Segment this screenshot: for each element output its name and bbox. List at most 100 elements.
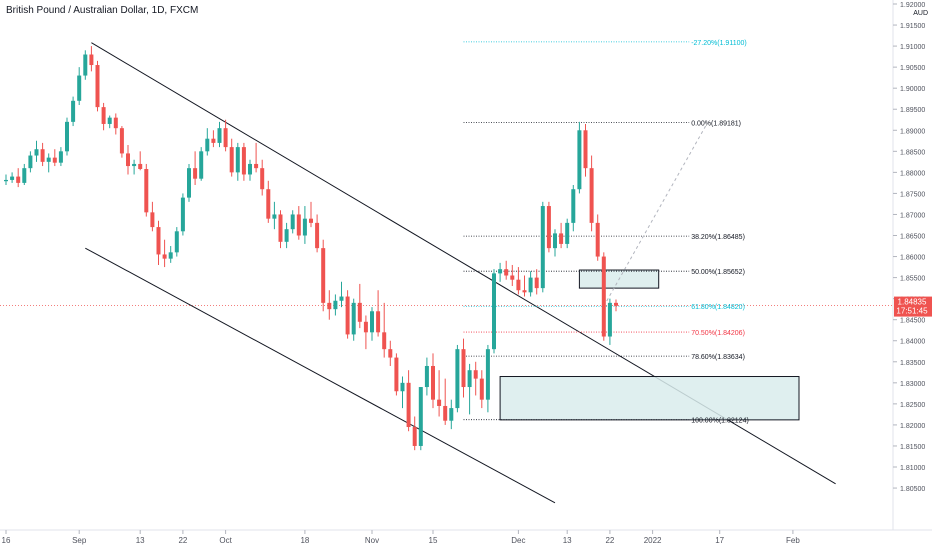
candle[interactable] [382, 302, 387, 358]
candle[interactable] [589, 155, 594, 232]
candle[interactable] [223, 119, 228, 152]
zones[interactable] [499, 269, 800, 421]
candle[interactable] [156, 220, 161, 265]
candle[interactable] [22, 163, 27, 185]
candle[interactable] [58, 147, 63, 167]
candle[interactable] [46, 153, 51, 173]
candle[interactable] [132, 159, 137, 175]
candle[interactable] [205, 128, 210, 156]
candle[interactable] [559, 222, 564, 249]
candle[interactable] [10, 172, 15, 183]
candle[interactable] [412, 416, 417, 451]
candle[interactable] [528, 271, 533, 297]
candle[interactable] [254, 142, 259, 173]
candle[interactable] [583, 123, 588, 177]
candle[interactable] [577, 121, 582, 194]
candle[interactable] [229, 138, 234, 177]
candle[interactable] [296, 206, 301, 240]
candle[interactable] [4, 174, 8, 185]
candle[interactable] [272, 201, 277, 230]
candle[interactable] [241, 142, 246, 181]
candle[interactable] [95, 60, 100, 112]
candle[interactable] [119, 126, 124, 158]
candle[interactable] [601, 252, 606, 341]
candle[interactable] [431, 353, 435, 409]
candle[interactable] [376, 290, 381, 337]
candle[interactable] [370, 307, 374, 341]
candle[interactable] [357, 283, 362, 329]
candle[interactable] [180, 193, 185, 236]
channel-line[interactable] [85, 247, 556, 504]
candle[interactable] [388, 340, 393, 366]
candle[interactable] [113, 113, 118, 135]
candle[interactable] [217, 121, 222, 148]
candle[interactable] [522, 275, 527, 297]
candle[interactable] [309, 201, 313, 228]
candle[interactable] [571, 184, 576, 232]
candle[interactable] [199, 147, 204, 181]
candle[interactable] [162, 239, 167, 268]
candle[interactable] [492, 269, 496, 354]
candle[interactable] [479, 370, 484, 409]
candle[interactable] [467, 363, 472, 415]
candle[interactable] [284, 222, 289, 249]
candle[interactable] [510, 264, 515, 287]
candle[interactable] [16, 168, 21, 188]
candle[interactable] [52, 149, 57, 167]
candle[interactable] [345, 290, 350, 339]
candle[interactable] [89, 46, 94, 72]
candle[interactable] [302, 206, 307, 244]
fib-retracement[interactable]: -27.20%(1.91100) 0.00%(1.89181) 38.20%(1.8… [463, 40, 749, 425]
candle[interactable] [71, 96, 76, 127]
candle[interactable] [553, 229, 557, 257]
candle[interactable] [437, 370, 442, 417]
candle[interactable] [424, 357, 429, 396]
candle[interactable] [260, 159, 265, 196]
candle[interactable] [34, 140, 39, 162]
candle[interactable] [504, 260, 509, 280]
candle[interactable] [400, 376, 405, 409]
candle[interactable] [107, 115, 112, 129]
candle[interactable] [595, 214, 600, 261]
candle[interactable] [516, 267, 521, 295]
candle[interactable] [28, 151, 33, 173]
candle[interactable] [248, 159, 252, 181]
candle[interactable] [77, 67, 82, 106]
candle[interactable] [266, 180, 271, 223]
candle[interactable] [473, 361, 478, 396]
candle[interactable] [461, 338, 466, 398]
candle[interactable] [363, 315, 368, 350]
candle[interactable] [40, 142, 45, 167]
candle[interactable] [187, 163, 191, 202]
candle[interactable] [290, 210, 295, 234]
candle[interactable] [144, 163, 149, 217]
candle[interactable] [321, 239, 326, 312]
candle[interactable] [565, 218, 570, 249]
candle[interactable] [351, 298, 356, 341]
candle[interactable] [211, 130, 216, 148]
candle[interactable] [235, 142, 240, 181]
candle[interactable] [607, 298, 612, 345]
candle[interactable] [333, 294, 338, 316]
candle[interactable] [546, 201, 551, 253]
candle[interactable] [168, 246, 173, 263]
candle[interactable] [174, 227, 179, 257]
candle[interactable] [150, 201, 155, 232]
candle[interactable] [138, 151, 143, 171]
fib-trend-line[interactable] [603, 122, 708, 307]
candle[interactable] [406, 370, 411, 432]
candle[interactable] [101, 102, 106, 131]
candle[interactable] [327, 290, 332, 320]
candle[interactable] [126, 145, 130, 175]
candle[interactable] [339, 281, 344, 308]
candle[interactable] [83, 50, 88, 80]
candle[interactable] [193, 151, 198, 185]
candle[interactable] [485, 344, 490, 413]
zone-box[interactable] [499, 376, 800, 421]
candle[interactable] [315, 214, 320, 253]
candle[interactable] [418, 387, 423, 451]
candle[interactable] [534, 269, 539, 295]
candles[interactable] [4, 46, 618, 451]
candle[interactable] [65, 117, 69, 156]
